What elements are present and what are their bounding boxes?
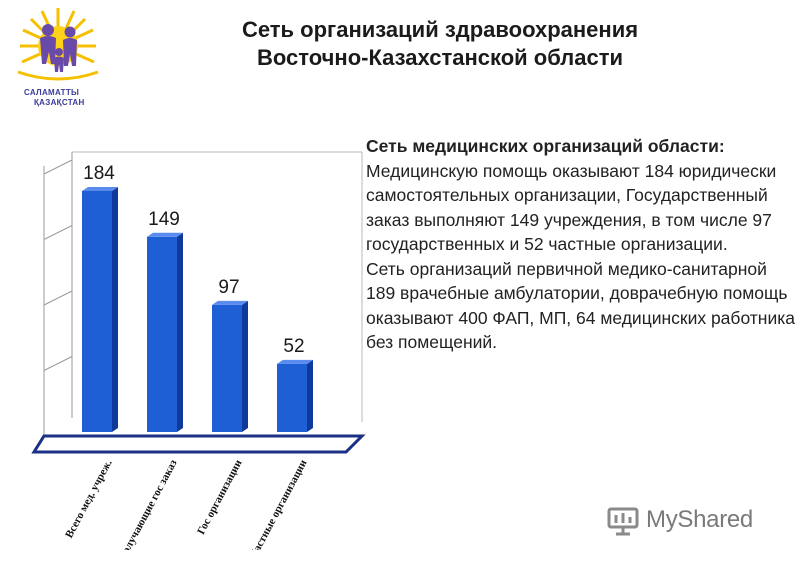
logo-text-line1: САЛАМАТТЫ: [24, 88, 80, 97]
logo: САЛАМАТТЫ ҚАЗАҚСТАН: [8, 6, 108, 107]
category-label: Получающие гос заказ: [116, 457, 180, 550]
gridline-tick: [43, 225, 73, 240]
bar-value-label: 97: [218, 277, 239, 298]
bar-chart: 184 149 97 52 Всего мед. учреж. Получающие го…: [0, 130, 370, 563]
bar: [277, 363, 307, 432]
description-paragraph-1: Медицинскую помощь оказывают 184 юридиче…: [366, 160, 777, 255]
category-label: Гос организации: [195, 457, 245, 536]
bar-value-label: 149: [148, 209, 180, 230]
chart-floor: [31, 434, 366, 454]
watermark-text: MyShared: [646, 506, 753, 533]
bar-side: [307, 359, 313, 432]
description: Сеть медицинских организаций области: Ме…: [366, 134, 796, 355]
logo-text-line2: ҚАЗАҚСТАН: [34, 98, 85, 107]
bar-chart-svg: 184 149 97 52 Всего мед. учреж. Получающие го…: [31, 151, 366, 563]
gridline-tick: [43, 290, 73, 306]
bar-top: [277, 359, 313, 364]
description-paragraph-2: Сеть организаций первичной медико-санита…: [366, 258, 796, 353]
bar: [82, 190, 112, 432]
description-heading: Сеть медицинских организаций области:: [366, 136, 725, 156]
bar-top: [212, 300, 248, 305]
page-title-line1: Сеть организаций здравоохранения: [241, 17, 639, 42]
bar-side: [242, 300, 248, 432]
bar: [212, 304, 242, 432]
category-label: Всего мед. учреж.: [63, 458, 115, 541]
myshared-logo-icon: [607, 507, 639, 536]
bar-value-label: 184: [83, 163, 115, 184]
gridline-tick: [43, 356, 73, 371]
bar-top: [147, 232, 183, 237]
page-title-line2: Восточно-Казахстанской области: [256, 45, 624, 70]
gridline-tick: [43, 159, 73, 175]
bar-value-label: 52: [283, 336, 304, 357]
category-label: Частные организации: [247, 457, 310, 550]
bar-side: [177, 232, 183, 432]
bar-top: [82, 186, 118, 191]
watermark: MyShared: [606, 500, 786, 540]
salamatty-kazakhstan-logo-icon: [17, 8, 99, 81]
page-title: Сеть организаций здравоохранения Восточн…: [150, 16, 730, 72]
bar: [147, 236, 177, 432]
bar-side: [112, 186, 118, 432]
